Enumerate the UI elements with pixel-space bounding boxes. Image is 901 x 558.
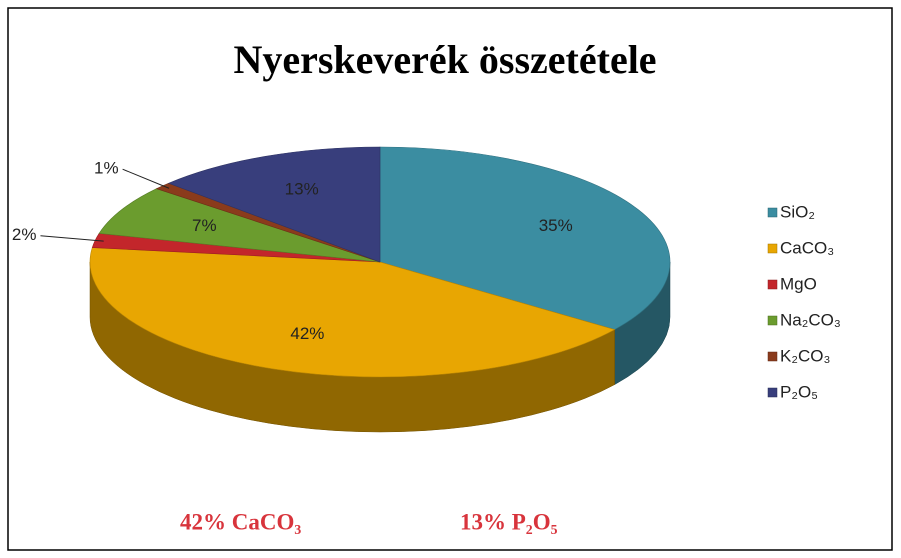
legend-label: K₂CO₃ [780,346,830,365]
legend-swatch [767,279,778,290]
annotation: 13% P₂O₅ [460,509,558,534]
slice [98,188,381,263]
legend-label: SiO₂ [780,202,815,221]
legend-swatch [767,351,778,362]
slice [167,146,381,263]
legend-swatch [767,207,778,218]
slice [379,146,671,330]
chart-title: Nyerskeverék összetétele [233,37,656,82]
data-label: 35% [539,216,573,235]
slice [89,247,616,378]
data-label: 1% [94,159,119,178]
legend-label: MgO [780,274,817,293]
data-label: 13% [285,180,319,199]
legend-label: P₂O₅ [780,382,818,401]
leader-line [40,235,104,242]
data-label: 2% [12,225,37,244]
legend-swatch [767,387,778,398]
data-label: 7% [192,216,217,235]
legend-label: CaCO₃ [780,238,834,257]
legend-label: Na₂CO₃ [780,310,841,329]
legend-swatch [767,315,778,326]
data-label: 42% [290,324,324,343]
legend-swatch [767,243,778,254]
leader-line [122,168,170,189]
annotation: 42% CaCO₃ [180,509,301,534]
